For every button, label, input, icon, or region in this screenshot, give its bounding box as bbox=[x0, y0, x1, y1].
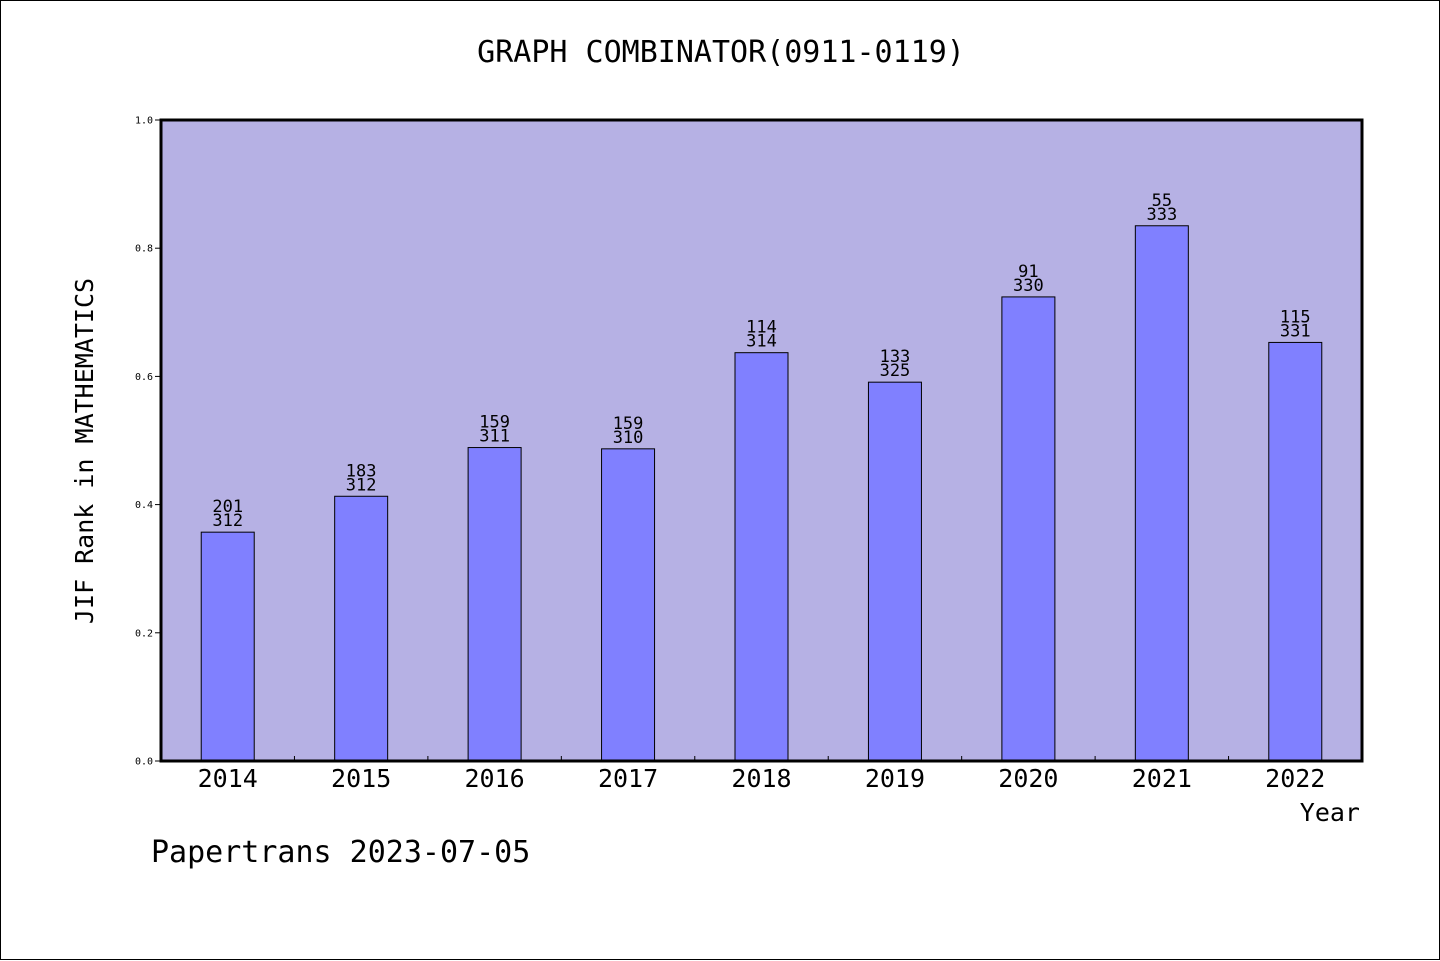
bar-2015 bbox=[334, 495, 389, 762]
bar-2020 bbox=[1001, 296, 1056, 762]
bar-2017 bbox=[601, 448, 656, 762]
bar-rank-label: 133 bbox=[880, 347, 911, 367]
bar-rank-label: 114 bbox=[746, 318, 777, 338]
bar-2022 bbox=[1268, 341, 1323, 762]
y-axis-label: JIF Rank in MATHEMATICS bbox=[70, 278, 99, 624]
bar-2021 bbox=[1134, 225, 1189, 762]
bar-total-label: 314 bbox=[746, 332, 777, 352]
x-tick-label: 2015 bbox=[331, 764, 391, 793]
bar-total-label: 333 bbox=[1146, 205, 1177, 225]
bar-rank-label: 91 bbox=[1018, 262, 1038, 282]
bar-total-label: 330 bbox=[1013, 276, 1044, 296]
y-tick-label: 0.6 bbox=[135, 372, 153, 383]
bar-total-label: 312 bbox=[212, 511, 243, 531]
bar-rank-label: 183 bbox=[346, 461, 377, 481]
x-tick-label: 2016 bbox=[465, 764, 525, 793]
bar-total-label: 325 bbox=[880, 361, 911, 381]
bar-rank-label: 55 bbox=[1152, 191, 1172, 211]
bar-2014 bbox=[200, 531, 255, 762]
x-tick-label: 2021 bbox=[1132, 764, 1192, 793]
footer-credit: Papertrans 2023-07-05 bbox=[151, 835, 531, 870]
bar-total-label: 311 bbox=[479, 427, 510, 447]
plot-border bbox=[159, 118, 1364, 763]
x-tick-label: 2017 bbox=[598, 764, 658, 793]
bar-2019 bbox=[867, 381, 922, 762]
x-axis-label: Year bbox=[1300, 798, 1360, 827]
x-tick-label: 2018 bbox=[731, 764, 791, 793]
bar-total-label: 331 bbox=[1280, 321, 1311, 341]
bar-rank-label: 159 bbox=[479, 413, 510, 433]
y-tick-label: 0.2 bbox=[135, 628, 153, 639]
bar-rank-label: 115 bbox=[1280, 307, 1311, 327]
bar-2018 bbox=[734, 352, 789, 762]
bar-rank-label: 159 bbox=[613, 414, 644, 434]
bar-rank-label: 201 bbox=[212, 497, 243, 517]
x-tick-label: 2022 bbox=[1265, 764, 1325, 793]
x-tick-label: 2014 bbox=[198, 764, 258, 793]
chart-title: GRAPH COMBINATOR(0911-0119) bbox=[477, 35, 965, 70]
bar-total-label: 310 bbox=[613, 428, 644, 448]
x-tick-label: 2019 bbox=[865, 764, 925, 793]
x-tick-label: 2020 bbox=[998, 764, 1058, 793]
y-tick-label: 0.4 bbox=[135, 500, 153, 511]
y-tick-label: 0.0 bbox=[135, 757, 153, 768]
y-tick-label: 1.0 bbox=[135, 116, 153, 127]
y-tick-label: 0.8 bbox=[135, 244, 153, 255]
bar-2016 bbox=[467, 447, 522, 762]
bar-total-label: 312 bbox=[346, 475, 377, 495]
